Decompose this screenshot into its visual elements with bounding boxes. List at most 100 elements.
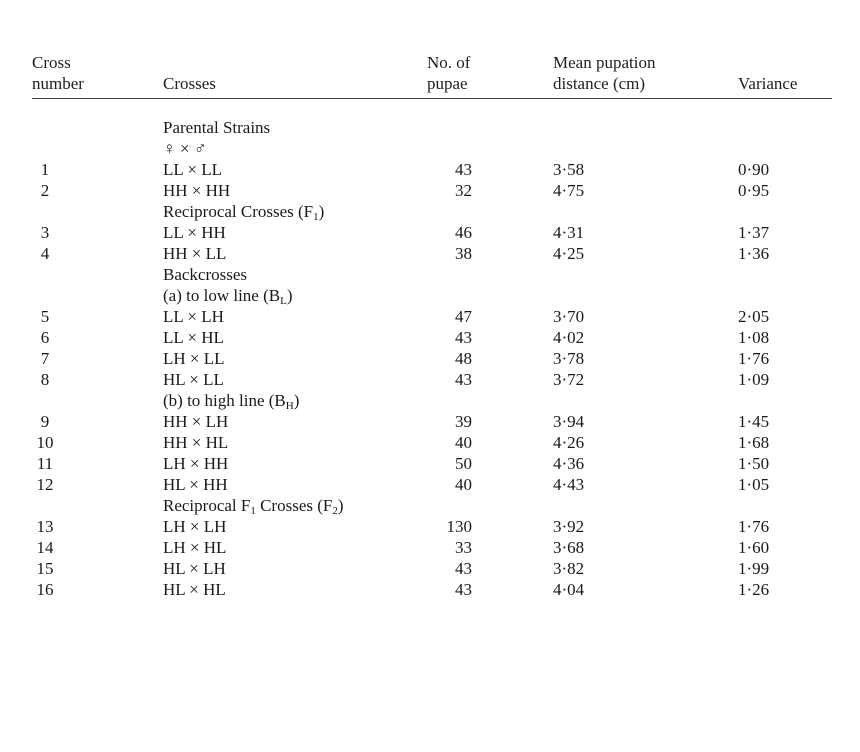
cross-label: LH × LL xyxy=(163,349,225,368)
cross-number: 12 xyxy=(36,475,54,494)
table-row: 14 LH × HL 33 3·68 1·60 xyxy=(0,537,860,558)
section-reciprocal-main: Reciprocal Crosses (F xyxy=(163,202,314,221)
header-cross-number: Cross number xyxy=(32,52,84,94)
variance-value: 1·05 xyxy=(738,475,770,494)
cross-number: 13 xyxy=(36,517,54,536)
header-mean-line1: Mean pupation xyxy=(553,53,656,72)
variance-value: 1·26 xyxy=(738,580,770,599)
cross-number: 1 xyxy=(40,160,50,179)
cross-number: 7 xyxy=(40,349,50,368)
mean-distance: 4·31 xyxy=(553,223,585,242)
header-crosses: Crosses xyxy=(163,74,216,93)
header-mean-line2: distance (cm) xyxy=(553,74,646,93)
section-low-main: (a) to low line (B xyxy=(163,286,281,305)
mean-distance: 4·02 xyxy=(553,328,585,347)
table-row: 12 HL × HH 40 4·43 1·05 xyxy=(0,474,860,495)
cross-label: LL × LH xyxy=(163,307,224,326)
variance-value: 1·37 xyxy=(738,223,770,242)
variance-value: 0·90 xyxy=(738,160,770,179)
variance-value: 1·09 xyxy=(738,370,770,389)
mean-distance: 4·43 xyxy=(553,475,585,494)
variance-value: 1·50 xyxy=(738,454,770,473)
table-row: 13 LH × LH 130 3·92 1·76 xyxy=(0,516,860,537)
pupae-count: 43 xyxy=(455,580,472,599)
pupae-count: 43 xyxy=(455,328,472,347)
variance-value: 1·76 xyxy=(738,349,770,368)
header-pupae-line1: No. of xyxy=(427,53,471,72)
section-sex-symbols: ♀ × ♂ xyxy=(163,139,207,158)
cross-label: HL × HH xyxy=(163,475,228,494)
cross-number: 3 xyxy=(40,223,50,242)
pupae-count: 48 xyxy=(455,349,472,368)
section-low-sub: L xyxy=(280,295,287,307)
variance-value: 1·60 xyxy=(738,538,770,557)
variance-value: 1·68 xyxy=(738,433,770,452)
section-f1-main: Reciprocal F xyxy=(163,496,251,515)
section-backcrosses: Backcrosses xyxy=(163,265,248,284)
table-row: 8 HL × LL 43 3·72 1·09 xyxy=(0,369,860,390)
table-row: 6 LL × HL 43 4·02 1·08 xyxy=(0,327,860,348)
pupae-count: 47 xyxy=(455,307,472,326)
mean-distance: 4·04 xyxy=(553,580,585,599)
variance-value: 1·36 xyxy=(738,244,770,263)
section-high-line: (b) to high line (BH) xyxy=(163,390,300,412)
pupae-count: 33 xyxy=(455,538,472,557)
cross-label: HH × HL xyxy=(163,433,229,452)
header-mean: Mean pupation distance (cm) xyxy=(553,41,655,94)
table-row: 5 LL × LH 47 3·70 2·05 xyxy=(0,306,860,327)
table-row: 15 HL × LH 43 3·82 1·99 xyxy=(0,558,860,579)
cross-label: HH × HH xyxy=(163,181,231,200)
mean-distance: 3·68 xyxy=(553,538,585,557)
mean-distance: 3·92 xyxy=(553,517,585,536)
pupae-count: 43 xyxy=(455,160,472,179)
cross-label: HH × LL xyxy=(163,244,227,263)
section-f1-mid: Crosses (F xyxy=(255,496,333,515)
table-row: 3 LL × HH 46 4·31 1·37 xyxy=(0,222,860,243)
cross-number: 11 xyxy=(36,454,54,473)
mean-distance: 3·94 xyxy=(553,412,585,431)
table-row: 16 HL × HL 43 4·04 1·26 xyxy=(0,579,860,600)
table-row: 7 LH × LL 48 3·78 1·76 xyxy=(0,348,860,369)
pupae-count: 43 xyxy=(455,559,472,578)
section-reciprocal: Reciprocal Crosses (F1) xyxy=(163,201,325,223)
table-row: 2 HH × HH 32 4·75 0·95 xyxy=(0,180,860,201)
pupae-count: 40 xyxy=(455,433,472,452)
section-high-end: ) xyxy=(293,391,300,410)
cross-label: LH × HL xyxy=(163,538,227,557)
table-row: 11 LH × HH 50 4·36 1·50 xyxy=(0,453,860,474)
pupae-count: 130 xyxy=(446,517,473,536)
header-variance: Variance xyxy=(738,74,798,93)
variance-value: 1·45 xyxy=(738,412,770,431)
cross-label: LH × LH xyxy=(163,517,227,536)
header-rule xyxy=(32,98,832,99)
mean-distance: 4·36 xyxy=(553,454,585,473)
cross-label: HL × HL xyxy=(163,580,226,599)
pupae-count: 38 xyxy=(455,244,472,263)
header-cross-number-line1: Cross xyxy=(32,53,71,72)
mean-distance: 3·70 xyxy=(553,307,585,326)
cross-number: 15 xyxy=(36,559,54,578)
header-cross-number-line2: number xyxy=(32,74,84,93)
mean-distance: 3·72 xyxy=(553,370,585,389)
cross-label: HL × LH xyxy=(163,559,226,578)
mean-distance: 4·26 xyxy=(553,433,585,452)
cross-number: 9 xyxy=(40,412,50,431)
table-row: 9 HH × LH 39 3·94 1·45 xyxy=(0,411,860,432)
variance-value: 1·76 xyxy=(738,517,770,536)
section-reciprocal-end: ) xyxy=(318,202,325,221)
table-row: 1 LL × LL 43 3·58 0·90 xyxy=(0,159,860,180)
section-f1-crosses: Reciprocal F1 Crosses (F2) xyxy=(163,495,344,517)
mean-distance: 3·78 xyxy=(553,349,585,368)
section-high-sub: H xyxy=(285,400,294,412)
pupae-count: 46 xyxy=(455,223,472,242)
mean-distance: 3·58 xyxy=(553,160,585,179)
mean-distance: 4·75 xyxy=(553,181,585,200)
section-reciprocal-sub: 1 xyxy=(313,211,319,223)
cross-number: 5 xyxy=(40,307,50,326)
header-pupae-line2: pupae xyxy=(427,74,468,93)
section-low-end: ) xyxy=(286,286,293,305)
section-f1-end: ) xyxy=(337,496,344,515)
cross-number: 8 xyxy=(40,370,50,389)
mean-distance: 4·25 xyxy=(553,244,585,263)
variance-value: 1·99 xyxy=(738,559,770,578)
